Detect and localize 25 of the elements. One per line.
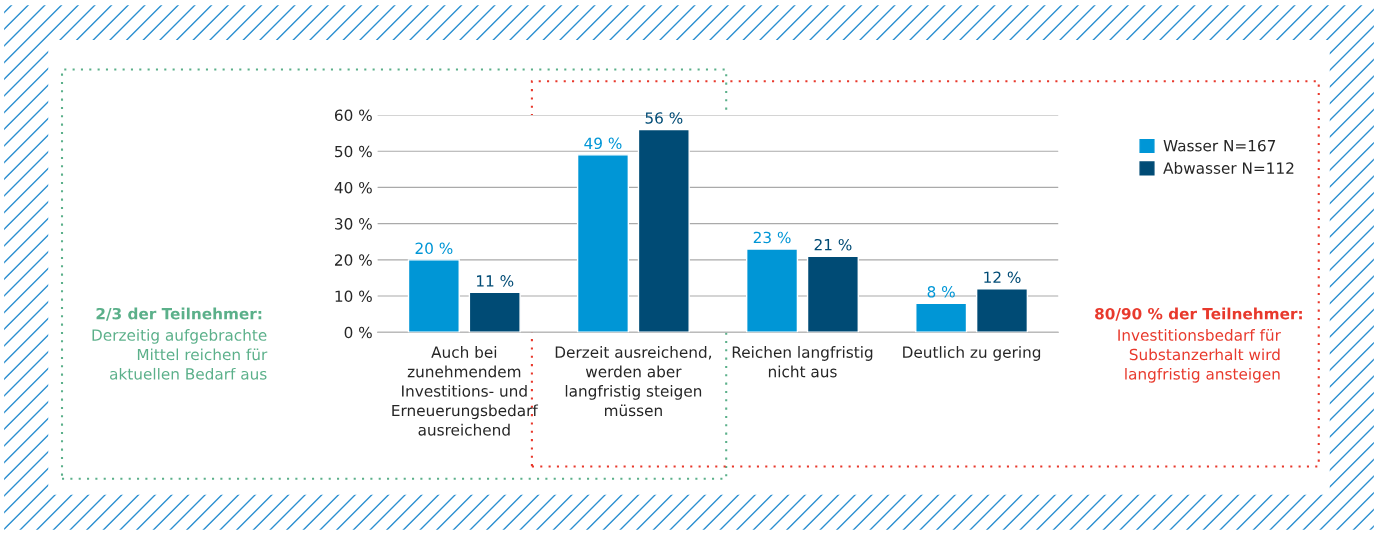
x-tick-label: Derzeit ausreichend, werden aber langfristig steigen müssen: [555, 346, 712, 417]
y-tick-label: 30 %: [335, 218, 372, 230]
y-tick-label: 10 %: [335, 290, 372, 303]
x-tick-label: Auch bei zunehmendem Investitions- und Erneuerungsbedarf ausreichend: [392, 346, 539, 436]
data-label: 23 %: [753, 231, 791, 244]
y-tick-label: 40 %: [334, 181, 372, 194]
legend-label: Abwasser N=112: [1163, 162, 1294, 174]
x-tick-label: Reichen langfristig nicht aus: [732, 346, 873, 378]
text: Derzeitig aufgebrachte Mittel reichen für aktuellen Bedarf aus: [92, 329, 268, 380]
y-tick-label: 50 %: [335, 145, 372, 158]
text: 2/3 der Teilnehmer:: [96, 307, 262, 321]
y-tick-label: 60 %: [334, 109, 372, 122]
data-label: 8 %: [927, 285, 955, 298]
text: 80/90 % der Teilnehmer:: [1095, 307, 1302, 321]
data-label: 20 %: [415, 242, 453, 255]
data-label: 49 %: [584, 137, 622, 150]
y-tick-label: 20 %: [335, 254, 372, 266]
data-label: 12 %: [984, 271, 1021, 284]
y-tick-label: 0 %: [344, 326, 372, 339]
data-label: 21 %: [814, 238, 852, 251]
data-label: 11 %: [477, 275, 514, 287]
data-label: 56 %: [645, 112, 683, 124]
legend-label: Wasser N=167: [1163, 139, 1276, 152]
text: Investitionsbedarf für Substanzerhalt wird langfristig ansteigen: [1118, 329, 1281, 383]
x-tick-label: Deutlich zu gering: [903, 346, 1041, 361]
